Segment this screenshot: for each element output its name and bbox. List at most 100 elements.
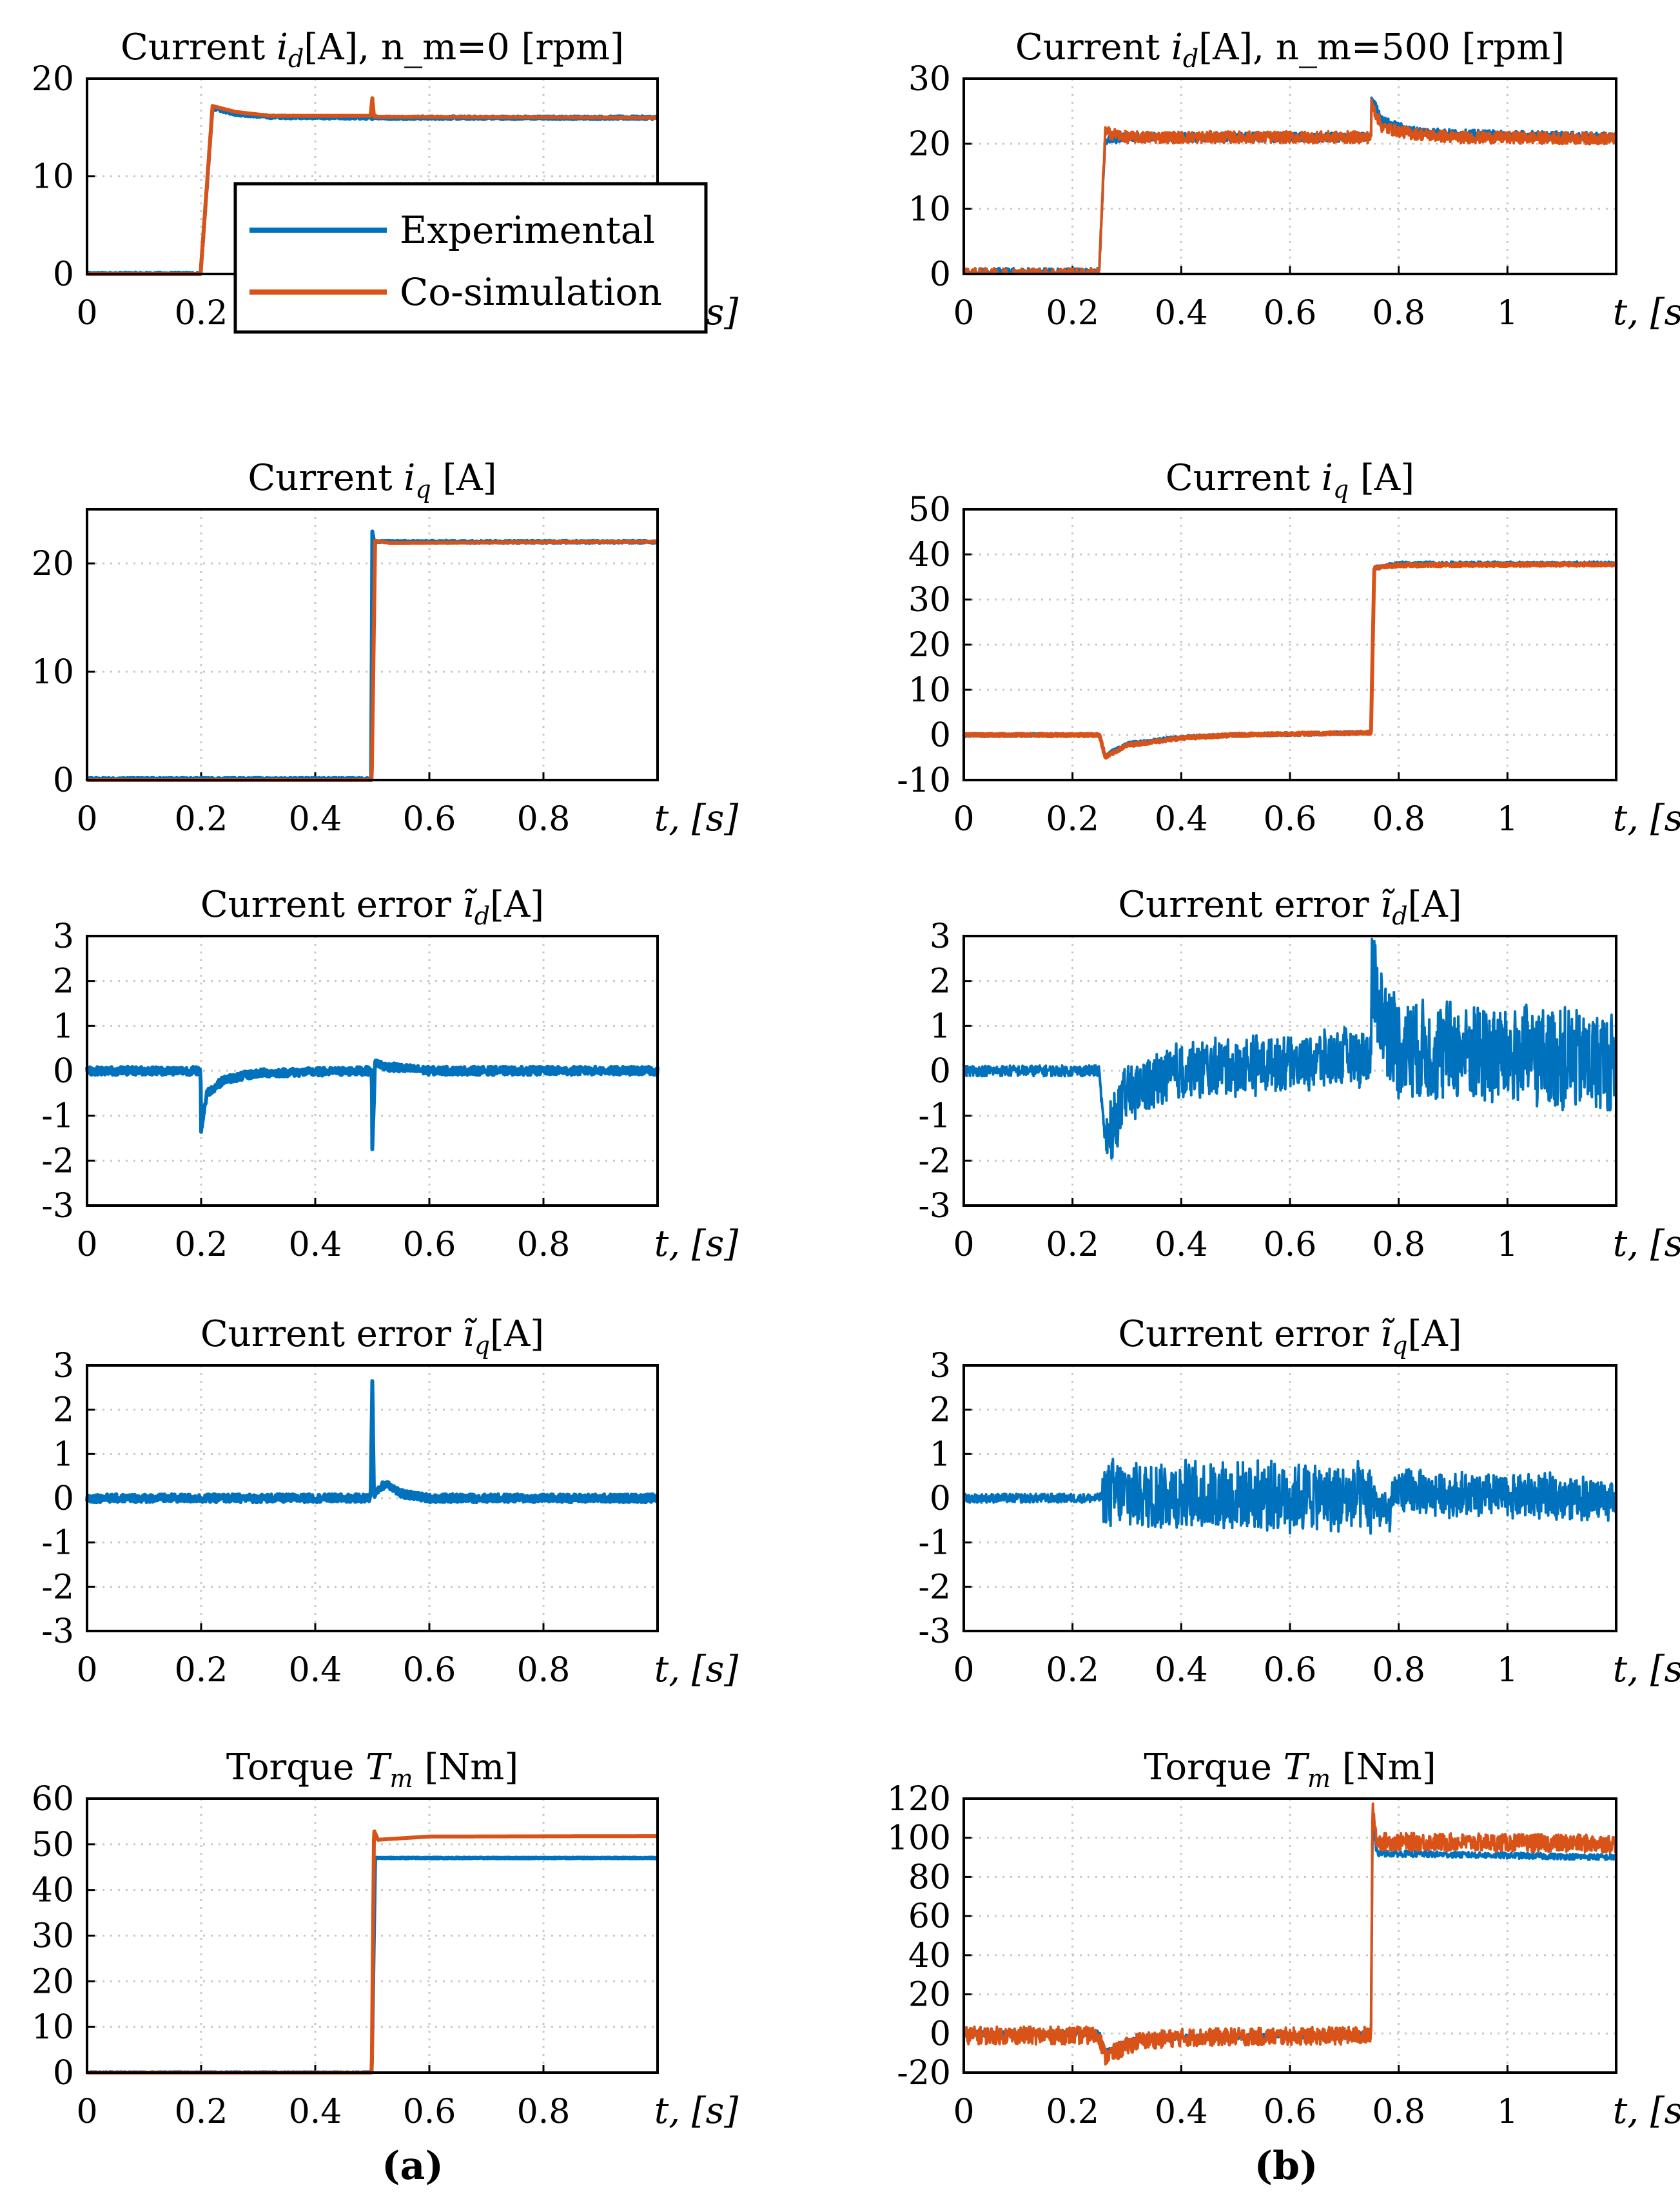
plot-frame — [962, 1364, 1617, 1632]
x-tick-label: 0.8 — [1372, 800, 1425, 839]
x-tick-label: 0.6 — [403, 800, 456, 839]
x-tick-label: 0 — [76, 800, 97, 839]
y-tick-label: -1 — [918, 1097, 951, 1136]
y-tick-label: 0 — [930, 2015, 951, 2053]
chart-a3: 0 0.2 0.4 0.6 0.8 -3 -2 -1 0 1 2 3 Current error ĩd[… — [41, 884, 738, 1265]
plot-frame — [86, 1364, 659, 1632]
y-tick-label: 120 — [887, 1780, 951, 1819]
x-tick-label: 0.2 — [1046, 1226, 1099, 1264]
y-tick-label: -1 — [41, 1097, 74, 1136]
series-cosim-line — [962, 98, 1617, 275]
x-axis-label: t, [s] — [654, 1223, 739, 1265]
x-tick-label: 0.2 — [1046, 294, 1099, 333]
y-tick-label: 20 — [32, 60, 74, 99]
y-tick-label: 20 — [32, 1962, 74, 2001]
x-tick-label: 0.2 — [1046, 1651, 1099, 1690]
series-cosim-line — [962, 561, 1618, 760]
legend-box — [233, 182, 708, 334]
x-tick-label: 0 — [76, 294, 97, 333]
x-tick-label: 0.2 — [175, 294, 228, 333]
y-tick-label: -1 — [41, 1524, 74, 1563]
y-tick-label: -2 — [41, 1568, 74, 1607]
y-tick-label: 10 — [908, 190, 951, 229]
x-tick-label: 0.8 — [1372, 2093, 1425, 2131]
x-tick-label: 0.6 — [1264, 1226, 1317, 1264]
x-tick-label: 0.2 — [175, 1226, 228, 1264]
plot-frame — [962, 508, 1617, 781]
x-tick-label: 0.6 — [403, 2093, 456, 2131]
y-tick-label: 0 — [930, 716, 951, 755]
x-axis-label: t, [s] — [1613, 797, 1680, 839]
y-tick-label: 3 — [53, 917, 74, 956]
y-tick-label: 0 — [53, 2054, 74, 2093]
x-tick-label: 0.8 — [517, 1226, 571, 1264]
chart-title: Current id[A], n_m=0 [rpm] — [121, 26, 624, 73]
y-tick-label: 3 — [930, 1347, 951, 1385]
series-experimental-line — [962, 1458, 1617, 1535]
y-tick-label: 60 — [32, 1780, 74, 1819]
y-tick-label: 2 — [53, 1391, 74, 1430]
plot-frame — [962, 935, 1617, 1207]
y-tick-label: 40 — [32, 1871, 74, 1910]
x-tick-label: 0.8 — [1372, 1651, 1425, 1690]
y-tick-label: 0 — [930, 1480, 951, 1518]
x-tick-label: 0.2 — [1046, 800, 1099, 839]
x-tick-label: 0 — [76, 2093, 97, 2131]
plot-frame — [962, 77, 1617, 275]
chart-a5: 0 0.2 0.4 0.6 0.8 0 10 20 30 40 50 60 Torque Tm [Nm]… — [32, 1746, 739, 2132]
y-tick-label: 20 — [908, 125, 951, 164]
chart-title: Current error ĩq[A] — [200, 1313, 544, 1360]
x-tick-label: 0 — [953, 1226, 974, 1264]
chart-a2: 0 0.2 0.4 0.6 0.8 0 10 20 Current iq [A] t, [s] — [32, 457, 739, 839]
y-tick-label: 40 — [908, 536, 951, 574]
y-tick-label: -3 — [41, 1187, 74, 1226]
chart-a4: 0 0.2 0.4 0.6 0.8 -3 -2 -1 0 1 2 3 Current error ĩq[… — [41, 1313, 738, 1690]
x-tick-label: 0.4 — [1155, 294, 1208, 333]
x-tick-label: 0.6 — [403, 1226, 456, 1264]
x-axis-label: t, [s] — [1613, 1223, 1680, 1265]
x-tick-label: 0.4 — [289, 1226, 342, 1264]
x-tick-label: 0.4 — [1155, 2093, 1208, 2131]
chart-b3: 0 0.2 0.4 0.6 0.8 1 -3 -2 -1 0 1 2 3 Current error ĩd… — [918, 884, 1680, 1265]
x-tick-label: 0 — [76, 1651, 97, 1690]
plot-frame — [86, 508, 659, 781]
x-axis-label: t, [s] — [654, 2090, 739, 2132]
legend-cosim-label: Co-simulation — [400, 270, 662, 314]
x-tick-label: 0.8 — [517, 800, 571, 839]
x-axis-label: t, [s] — [1613, 291, 1680, 333]
x-tick-label: 0.8 — [517, 1651, 571, 1690]
series-experimental-line — [85, 1059, 659, 1151]
x-tick-label: 0.4 — [289, 800, 342, 839]
y-tick-label: 10 — [32, 653, 74, 692]
x-tick-label: 0.8 — [517, 2093, 571, 2131]
y-tick-label: -3 — [41, 1612, 74, 1651]
y-tick-label: 60 — [908, 1897, 951, 1936]
chart-title: Current error ĩd[A] — [200, 884, 544, 930]
x-tick-label: 0 — [76, 1226, 97, 1264]
x-tick-label: 0.8 — [1372, 294, 1425, 333]
y-tick-label: 1 — [930, 1435, 951, 1474]
y-tick-label: -2 — [41, 1142, 74, 1180]
y-tick-label: 50 — [908, 491, 951, 529]
y-tick-label: 2 — [930, 1391, 951, 1430]
series-cosim-line — [962, 1802, 1617, 2066]
legend-experimental-label: Experimental — [400, 208, 655, 252]
chart-title: Current id[A], n_m=500 [rpm] — [1015, 26, 1565, 73]
x-tick-label: 0 — [953, 2093, 974, 2131]
y-tick-label: -3 — [918, 1612, 951, 1651]
y-tick-label: 10 — [908, 671, 951, 710]
x-tick-label: 0.6 — [1264, 800, 1317, 839]
chart-title: Current iq [A] — [248, 457, 496, 503]
y-tick-label: 2 — [930, 962, 951, 1001]
y-tick-label: 20 — [908, 1976, 951, 2015]
y-tick-label: 3 — [930, 917, 951, 956]
series-experimental-line — [85, 1379, 659, 1505]
x-tick-label: 0.8 — [1372, 1226, 1425, 1264]
y-tick-label: 3 — [53, 1347, 74, 1385]
x-tick-label: 0.4 — [289, 2093, 342, 2131]
x-tick-label: 0.4 — [289, 1651, 342, 1690]
y-tick-label: -2 — [918, 1142, 951, 1180]
